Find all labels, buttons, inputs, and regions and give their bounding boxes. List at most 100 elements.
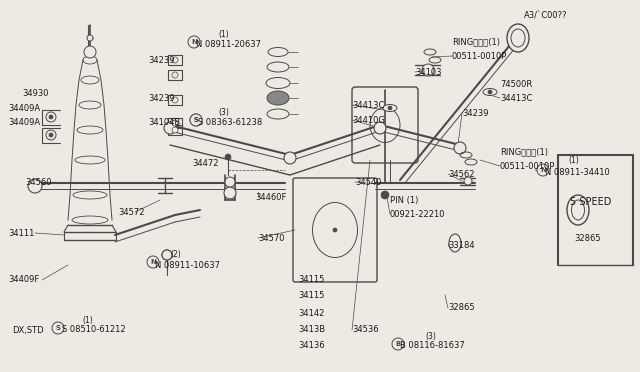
Circle shape [454,142,466,154]
Text: 34239: 34239 [462,109,488,118]
Ellipse shape [268,48,288,57]
Text: 34540: 34540 [355,177,381,186]
Circle shape [172,57,178,63]
Circle shape [147,256,159,268]
Circle shape [46,130,56,140]
Text: (1): (1) [82,315,93,324]
Circle shape [172,72,178,78]
Text: 34536: 34536 [352,326,379,334]
Ellipse shape [567,195,589,225]
Text: S 08510-61212: S 08510-61212 [62,326,125,334]
Circle shape [224,187,236,199]
Text: N 08911-10637: N 08911-10637 [155,260,220,269]
Text: PIN (1): PIN (1) [390,196,419,205]
Circle shape [162,250,172,260]
Text: B 08116-81637: B 08116-81637 [400,341,465,350]
Circle shape [190,114,202,126]
Ellipse shape [511,29,525,47]
Circle shape [537,164,549,176]
Text: S: S [193,117,198,123]
Circle shape [84,46,96,58]
Text: DX,STD: DX,STD [12,326,44,334]
Text: S: S [56,325,61,331]
Text: 34115: 34115 [298,292,324,301]
Text: 32865: 32865 [574,234,600,243]
Text: 34103: 34103 [415,67,442,77]
Ellipse shape [383,105,397,112]
Text: A3/`C00??: A3/`C00?? [524,12,568,20]
Text: (1): (1) [218,29,228,38]
Circle shape [87,35,93,41]
Text: 34409A: 34409A [8,103,40,112]
Text: 3413B: 3413B [298,326,325,334]
Text: 34409A: 34409A [8,118,40,126]
Text: 34413C: 34413C [500,93,532,103]
Text: S 08363-61238: S 08363-61238 [198,118,262,126]
Text: (2): (2) [170,250,180,260]
Circle shape [225,154,231,160]
Text: 34930: 34930 [22,89,49,97]
Circle shape [162,250,172,260]
Text: (1): (1) [568,155,579,164]
Circle shape [284,152,296,164]
Text: 34239: 34239 [148,55,175,64]
Ellipse shape [267,62,289,72]
Circle shape [172,127,178,133]
Text: N: N [191,39,197,45]
Text: 34111: 34111 [8,228,35,237]
Text: RINGリング(1): RINGリング(1) [500,148,548,157]
Text: 34115: 34115 [298,275,324,283]
Ellipse shape [267,91,289,105]
Text: 34239: 34239 [148,93,175,103]
Ellipse shape [483,89,497,96]
Circle shape [190,114,202,126]
Text: N: N [150,259,156,265]
Text: 34136: 34136 [298,341,324,350]
Circle shape [225,177,235,187]
Circle shape [28,179,42,193]
Ellipse shape [266,77,290,89]
Circle shape [464,177,472,185]
Text: 34572: 34572 [118,208,145,217]
Text: N 08911-34410: N 08911-34410 [545,167,610,176]
Circle shape [188,36,200,48]
Text: 34472: 34472 [192,158,218,167]
Text: 74500R: 74500R [500,80,532,89]
Text: 32865: 32865 [448,304,475,312]
Ellipse shape [572,200,584,220]
Circle shape [388,106,392,110]
Text: 00511-0010P: 00511-0010P [452,51,508,61]
Circle shape [49,133,53,137]
Text: 5 SPEED: 5 SPEED [570,197,611,207]
Ellipse shape [507,24,529,52]
Text: S: S [193,117,198,123]
Circle shape [164,122,176,134]
Text: 34413C: 34413C [352,100,385,109]
Text: 34570: 34570 [258,234,285,243]
Text: (3): (3) [425,331,436,340]
Text: 33184: 33184 [448,241,475,250]
Text: 34460F: 34460F [255,192,286,202]
Text: B: B [396,341,401,347]
Circle shape [172,120,178,126]
FancyBboxPatch shape [352,87,418,163]
Circle shape [374,122,386,134]
Circle shape [488,90,492,94]
Text: 34410G: 34410G [352,115,385,125]
Text: 34104B: 34104B [148,118,180,126]
Circle shape [52,322,64,334]
Circle shape [381,191,389,199]
Text: 34409F: 34409F [8,276,39,285]
Text: 00511-0010P: 00511-0010P [500,161,556,170]
Circle shape [422,64,434,76]
Ellipse shape [449,234,461,252]
Text: RINGリング(1): RINGリング(1) [452,38,500,46]
Ellipse shape [267,109,289,119]
Circle shape [392,338,404,350]
Text: N 08911-20637: N 08911-20637 [196,39,261,48]
Circle shape [46,112,56,122]
Text: 34560: 34560 [25,177,51,186]
Text: 00921-22210: 00921-22210 [390,209,445,218]
FancyBboxPatch shape [293,178,377,282]
Text: N: N [540,167,546,173]
